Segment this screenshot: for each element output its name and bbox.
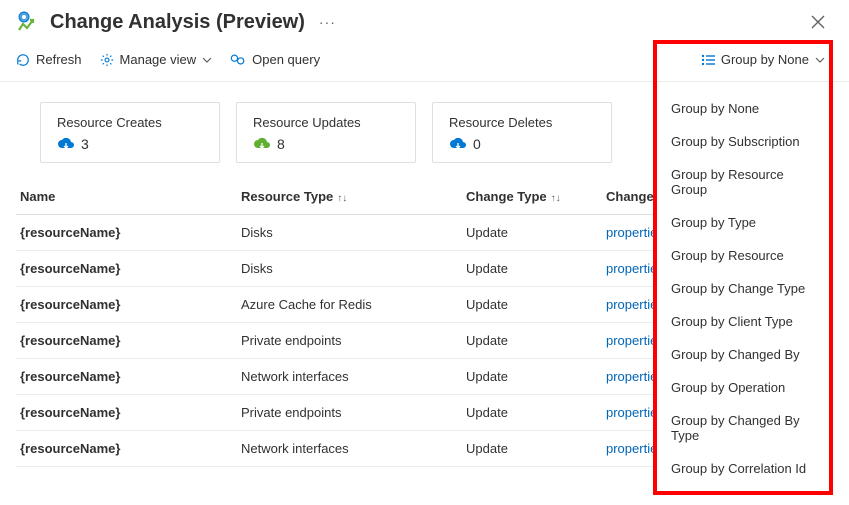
cloud-icon [253, 137, 271, 151]
cell-change: Update [466, 225, 606, 240]
open-query-label: Open query [252, 52, 320, 67]
cell-change: Update [466, 297, 606, 312]
cell-type: Azure Cache for Redis [241, 297, 466, 312]
refresh-button[interactable]: Refresh [16, 52, 82, 67]
cell-type: Disks [241, 225, 466, 240]
cell-change: Update [466, 405, 606, 420]
card-title: Resource Updates [253, 115, 399, 130]
cell-name: {resourceName} [16, 405, 241, 420]
cell-name: {resourceName} [16, 441, 241, 456]
cell-change: Update [466, 261, 606, 276]
col-type-header[interactable]: Resource Type↑↓ [241, 189, 466, 204]
dropdown-item[interactable]: Group by Correlation Id [657, 452, 829, 485]
cell-name: {resourceName} [16, 369, 241, 384]
card-title: Resource Creates [57, 115, 203, 130]
card-value: 8 [277, 136, 285, 152]
group-by-button[interactable]: Group by None [693, 48, 833, 71]
cloud-icon [449, 137, 467, 151]
dropdown-item[interactable]: Group by Client Type [657, 305, 829, 338]
dropdown-item[interactable]: Group by Resource Group [657, 158, 829, 206]
cell-type: Disks [241, 261, 466, 276]
dropdown-item[interactable]: Group by Change Type [657, 272, 829, 305]
cloud-icon [57, 137, 75, 151]
dropdown-item[interactable]: Group by Subscription [657, 125, 829, 158]
dropdown-item[interactable]: Group by Resource [657, 239, 829, 272]
manage-view-label: Manage view [120, 52, 197, 67]
cell-type: Private endpoints [241, 333, 466, 348]
dropdown-item[interactable]: Group by Operation [657, 371, 829, 404]
list-icon [701, 54, 715, 66]
sort-icon: ↑↓ [337, 193, 347, 204]
dropdown-item[interactable]: Group by Changed By Type [657, 404, 829, 452]
cell-name: {resourceName} [16, 297, 241, 312]
summary-card: Resource Updates 8 [236, 102, 416, 163]
chevron-down-icon [202, 55, 212, 65]
col-name-header[interactable]: Name [16, 189, 241, 204]
dropdown-item[interactable]: Group by Type [657, 206, 829, 239]
more-menu-icon[interactable]: ··· [319, 14, 336, 30]
close-icon[interactable] [803, 11, 833, 33]
cell-type: Network interfaces [241, 369, 466, 384]
dropdown-item[interactable]: Group by Changed By [657, 338, 829, 371]
group-by-label: Group by None [721, 52, 809, 67]
refresh-icon [16, 53, 30, 67]
manage-view-button[interactable]: Manage view [100, 52, 213, 67]
cell-type: Network interfaces [241, 441, 466, 456]
dropdown-item[interactable]: Group by None [657, 92, 829, 125]
card-value: 3 [81, 136, 89, 152]
change-analysis-icon [16, 10, 40, 34]
card-title: Resource Deletes [449, 115, 595, 130]
cell-name: {resourceName} [16, 261, 241, 276]
card-value: 0 [473, 136, 481, 152]
chevron-down-icon [815, 55, 825, 65]
cell-name: {resourceName} [16, 225, 241, 240]
page-header: Change Analysis (Preview) ··· [0, 0, 849, 40]
page-title: Change Analysis (Preview) [50, 11, 305, 34]
cell-name: {resourceName} [16, 333, 241, 348]
gear-icon [100, 53, 114, 67]
cell-change: Update [466, 441, 606, 456]
toolbar: Refresh Manage view Open query Group by … [0, 40, 849, 82]
open-query-button[interactable]: Open query [230, 52, 320, 67]
group-by-dropdown: Group by NoneGroup by SubscriptionGroup … [653, 92, 833, 495]
cell-change: Update [466, 333, 606, 348]
cell-change: Update [466, 369, 606, 384]
cell-type: Private endpoints [241, 405, 466, 420]
refresh-label: Refresh [36, 52, 82, 67]
summary-card: Resource Creates 3 [40, 102, 220, 163]
sort-icon: ↑↓ [551, 193, 561, 204]
query-icon [230, 53, 246, 67]
summary-card: Resource Deletes 0 [432, 102, 612, 163]
col-change-header[interactable]: Change Type↑↓ [466, 189, 606, 204]
